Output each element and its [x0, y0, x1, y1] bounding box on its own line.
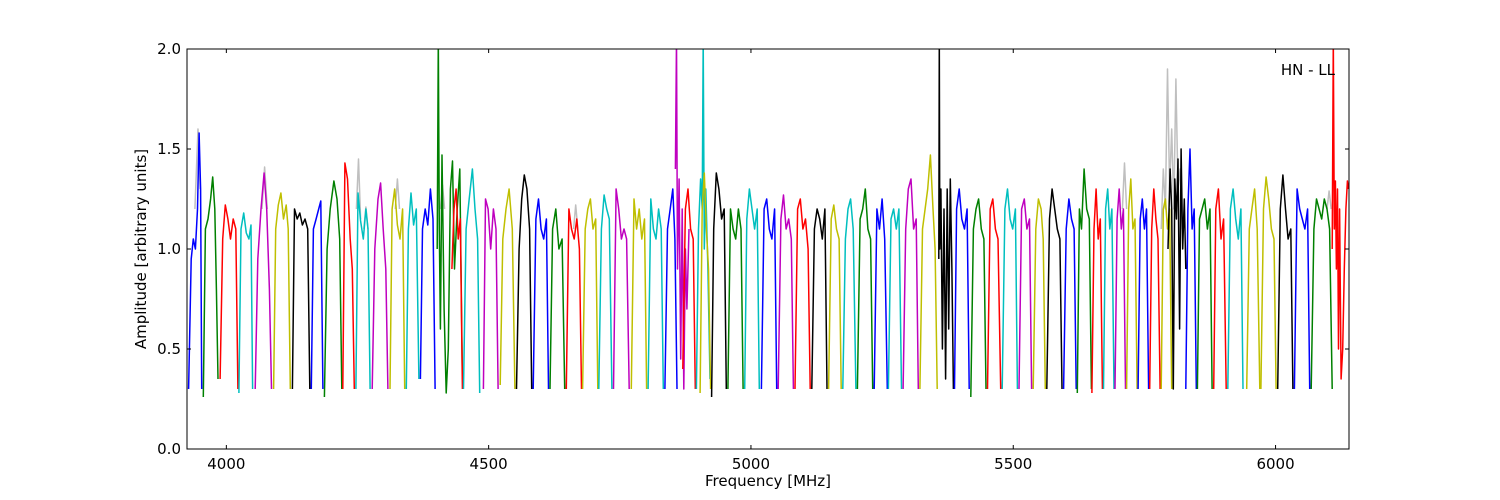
spectrum-trace-52: [1001, 188, 1019, 390]
spectrum-trace-25: [598, 194, 613, 390]
spectrum-trace-62: [1137, 198, 1150, 390]
spectrum-trace-44: [873, 198, 889, 390]
spectrum-trace-49: [953, 188, 970, 390]
spectrum-trace-0: [187, 132, 203, 390]
x-tick-label: 6000: [1256, 455, 1294, 473]
spectrum-trace-50: [970, 198, 987, 398]
polarization-annotation: HN - LL: [1281, 61, 1336, 79]
spectrum-trace-72: [1276, 174, 1294, 390]
spectrum-trace-46: [902, 178, 920, 390]
y-tick-label: 1.0: [157, 240, 181, 258]
spectrum-trace-61: [1125, 178, 1138, 390]
reference-trace-7: [1121, 162, 1128, 210]
spectrum-trace-69: [1227, 188, 1244, 390]
chart-traces: [187, 49, 1349, 398]
spectrum-trace-11: [371, 182, 389, 390]
spectrum-trace-22: [549, 208, 566, 390]
spectrum-trace-12: [389, 188, 406, 390]
y-tick-label: 0.5: [157, 340, 181, 358]
spectrum-trace-17: [462, 168, 481, 394]
spectrum-trace-57: [1076, 168, 1093, 394]
spectrum-trace-23: [565, 208, 583, 390]
spectrum-trace-47: [919, 154, 938, 390]
spectrum-trace-38: [777, 194, 795, 390]
x-axis: 4000 4500 5000 5500 6000: [207, 49, 1295, 473]
spectrum-trace-14: [419, 188, 436, 390]
spectrum-trace-19: [499, 188, 516, 390]
spectrum-trace-7: [310, 200, 324, 390]
spectrum-trace-73: [1293, 188, 1311, 390]
y-tick-label: 0.0: [157, 440, 181, 458]
spectrum-trace-26: [612, 188, 630, 390]
spectrum-trace-41: [827, 204, 842, 390]
spectrum-trace-60: [1114, 188, 1127, 390]
spectrum-trace-3: [238, 212, 254, 394]
y-axis-label: Amplitude [arbitrary units]: [132, 149, 150, 349]
spectrum-trace-35: [727, 208, 744, 390]
spectrum-trace-75: [1331, 49, 1349, 380]
spectrum-trace-56: [1062, 198, 1077, 390]
spectrum-trace-5: [272, 192, 292, 390]
spectrum-trace-34: [710, 172, 728, 398]
spectrum-trace-21: [532, 198, 550, 390]
spectrum-trace-58: [1091, 188, 1104, 394]
spectrum-trace-55: [1046, 188, 1063, 390]
spectrum-trace-20: [515, 174, 533, 390]
spectrum-trace-53: [1018, 198, 1033, 390]
spectrum-trace-16: [451, 188, 464, 390]
spectrum-trace-40: [811, 208, 828, 390]
y-axis: 0.0 0.5 1.0 1.5 2.0: [157, 40, 1349, 458]
spectrum-trace-31: [682, 188, 697, 390]
spectrum-trace-74: [1310, 198, 1333, 390]
spectrum-trace-45: [887, 208, 903, 390]
spectrum-trace-2: [219, 204, 239, 390]
reference-trace-2: [355, 158, 362, 220]
spectrum-trace-64: [1160, 198, 1173, 390]
spectrum-trace-13: [405, 192, 420, 390]
spectrum-trace-8: [323, 180, 343, 398]
spectrum-trace-51: [986, 198, 1002, 390]
spectrum-trace-6: [291, 208, 311, 390]
spectrum-trace-18: [482, 198, 499, 390]
x-axis-label: Frequency [MHz]: [705, 472, 831, 490]
reference-trace-9: [1326, 190, 1332, 210]
spectrum-trace-10: [355, 192, 371, 390]
spectrum-trace-33: [699, 172, 712, 394]
x-tick-label: 4500: [470, 455, 508, 473]
spectrum-trace-30: [674, 49, 690, 390]
spectrum-trace-65: [1167, 148, 1187, 390]
spectrum-trace-71: [1260, 176, 1277, 390]
spectrum-trace-27: [630, 198, 648, 390]
x-tick-label: 4000: [207, 455, 245, 473]
spectrum-trace-68: [1212, 188, 1227, 390]
spectrum-trace-39: [794, 198, 811, 390]
spectrum-trace-37: [760, 198, 778, 390]
spectrum-trace-36: [743, 188, 761, 390]
spectrum-trace-48: [938, 49, 955, 390]
spectrum-trace-63: [1148, 188, 1161, 390]
spectrum-trace-24: [581, 198, 599, 390]
y-tick-label: 1.5: [157, 140, 181, 158]
spectrum-trace-29: [664, 188, 678, 390]
spectrum-trace-66: [1185, 148, 1198, 390]
spectrum-trace-4: [254, 172, 273, 390]
spectrum-trace-59: [1102, 188, 1115, 390]
x-tick-label: 5500: [994, 455, 1032, 473]
spectrum-trace-32: [695, 49, 711, 390]
spectrum-trace-9: [342, 162, 356, 390]
spectrum-trace-15: [436, 49, 464, 394]
spectrum-trace-67: [1196, 198, 1213, 390]
spectrum-trace-54: [1032, 198, 1047, 390]
spectrum-trace-42: [842, 198, 857, 390]
spectrum-trace-1: [202, 176, 219, 398]
x-tick-label: 5000: [732, 455, 770, 473]
spectrum-trace-28: [647, 198, 665, 390]
spectrum-trace-43: [856, 188, 874, 390]
spectrum-trace-70: [1245, 188, 1261, 390]
y-tick-label: 2.0: [157, 40, 181, 58]
